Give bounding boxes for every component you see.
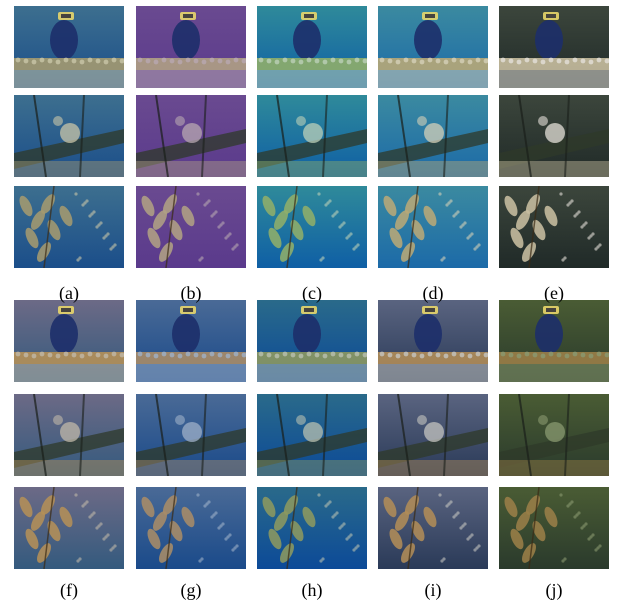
result-image-kelp-10 <box>499 487 609 569</box>
result-image-diver-8 <box>257 300 367 382</box>
subfigure-label: (g) <box>180 580 202 600</box>
result-image-kelp-6 <box>14 487 124 569</box>
result-image-diver-10 <box>499 300 609 382</box>
result-image-diver-5 <box>499 6 609 88</box>
result-image-pipe-5 <box>499 95 609 177</box>
result-image-diver-6 <box>14 300 124 382</box>
result-image-pipe-8 <box>257 394 367 476</box>
result-image-diver-7 <box>136 300 246 382</box>
subfigure-label: (j) <box>545 580 563 600</box>
subfigure-label: (f) <box>60 580 78 600</box>
result-image-pipe-9 <box>378 394 488 476</box>
result-image-kelp-9 <box>378 487 488 569</box>
result-image-pipe-1 <box>14 95 124 177</box>
subfigure-label: (d) <box>422 283 444 303</box>
subfigure-label: (b) <box>180 283 202 303</box>
result-image-diver-1 <box>14 6 124 88</box>
result-image-diver-2 <box>136 6 246 88</box>
result-image-kelp-7 <box>136 487 246 569</box>
subfigure-label: (c) <box>302 283 322 303</box>
result-image-pipe-10 <box>499 394 609 476</box>
result-image-pipe-4 <box>378 95 488 177</box>
result-image-kelp-1 <box>14 186 124 268</box>
result-image-pipe-2 <box>136 95 246 177</box>
result-image-pipe-3 <box>257 95 367 177</box>
result-image-diver-4 <box>378 6 488 88</box>
result-image-kelp-4 <box>378 186 488 268</box>
subfigure-label: (e) <box>544 283 564 303</box>
result-image-pipe-6 <box>14 394 124 476</box>
result-image-kelp-3 <box>257 186 367 268</box>
subfigure-label: (i) <box>424 580 442 600</box>
result-image-diver-3 <box>257 6 367 88</box>
result-image-diver-9 <box>378 300 488 382</box>
result-image-kelp-2 <box>136 186 246 268</box>
subfigure-label: (a) <box>59 283 79 303</box>
result-image-kelp-8 <box>257 487 367 569</box>
subfigure-label: (h) <box>301 580 323 600</box>
result-image-kelp-5 <box>499 186 609 268</box>
result-image-pipe-7 <box>136 394 246 476</box>
